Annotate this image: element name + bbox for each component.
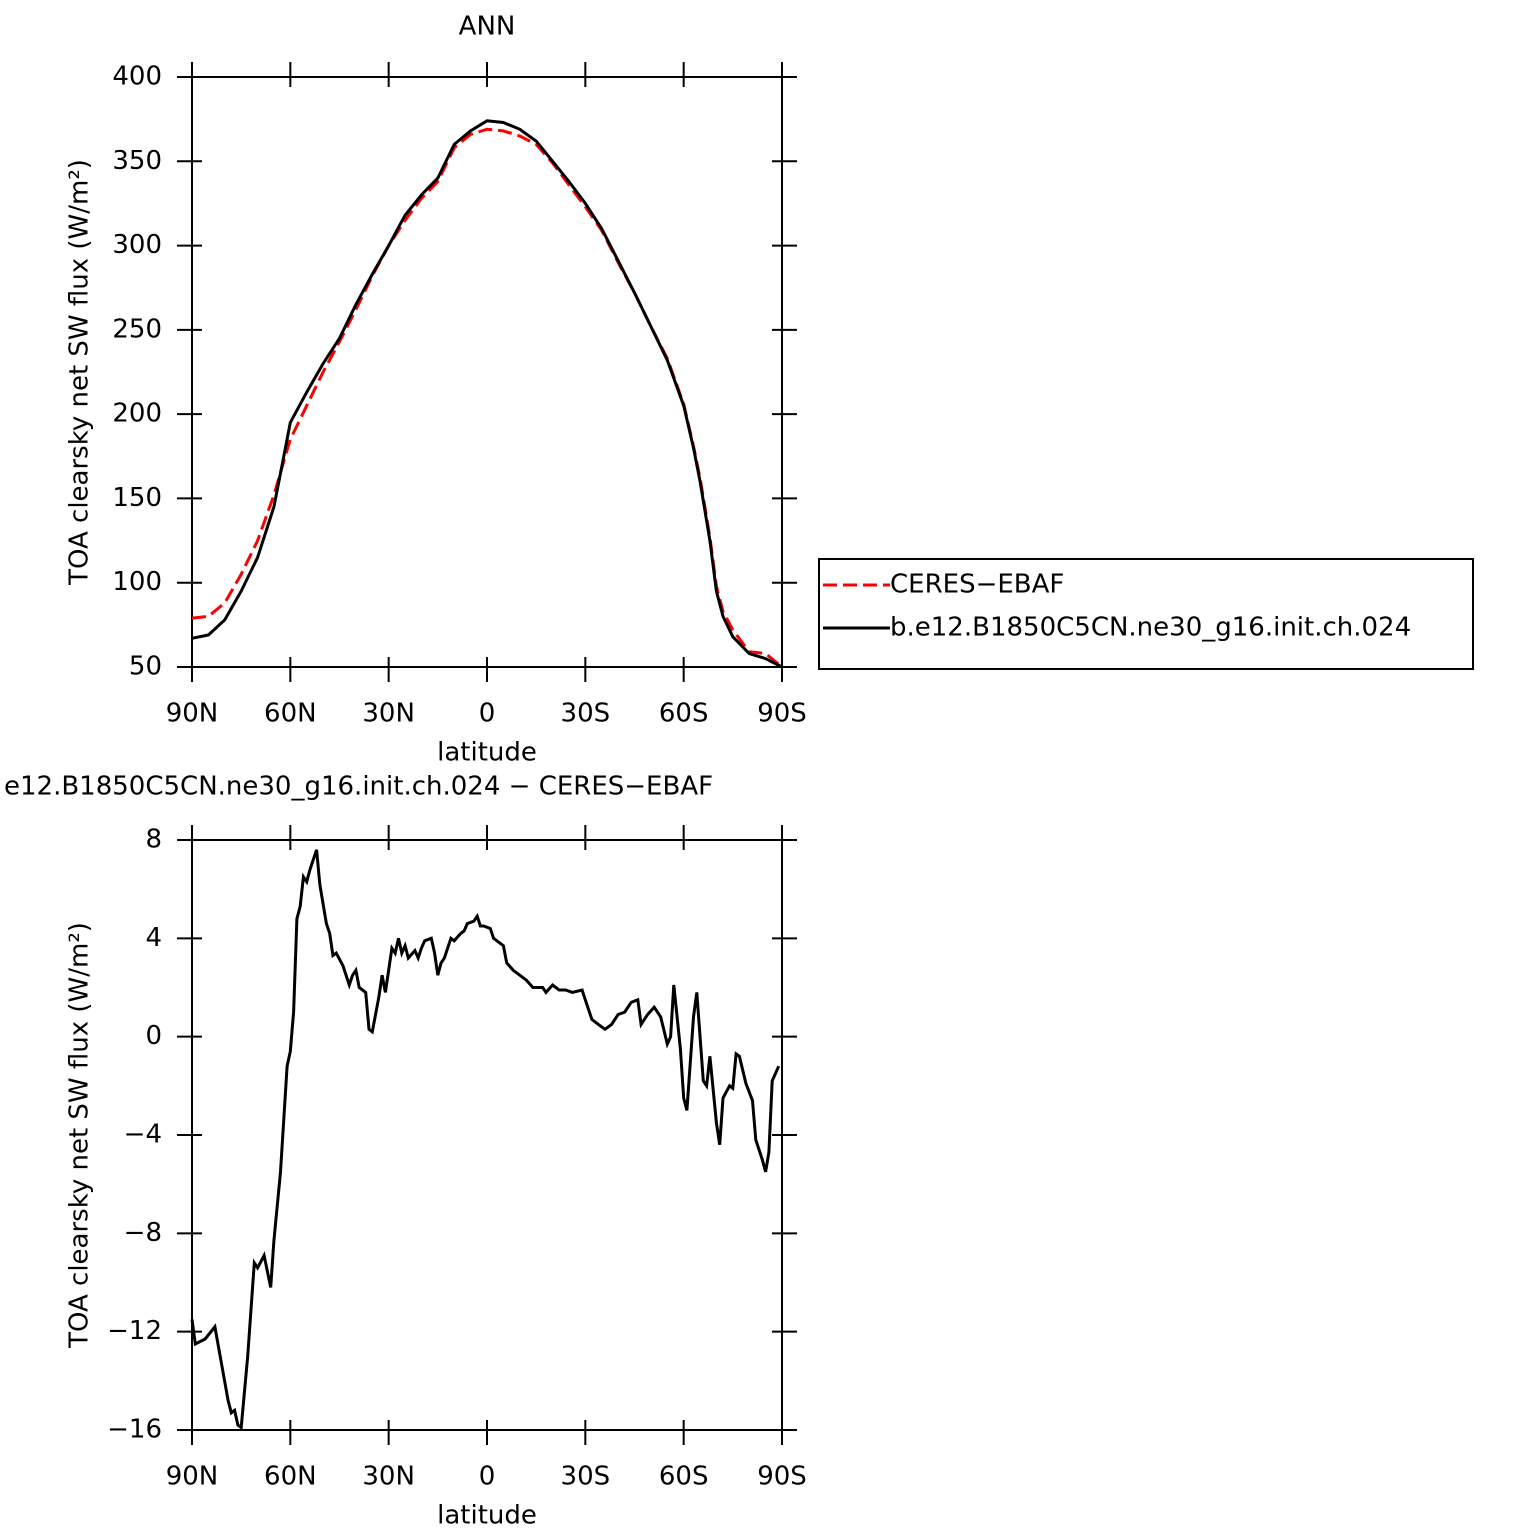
plot-frame: [191, 76, 783, 668]
x-tick-label: 90N: [166, 1462, 219, 1492]
y-axis-label: TOA clearsky net SW flux (W/m²): [65, 922, 95, 1349]
x-tick-label: 90S: [757, 1462, 807, 1492]
x-tick-label: 0: [479, 699, 496, 729]
y-tick-label: −4: [124, 1120, 162, 1150]
y-tick-label: −12: [107, 1316, 162, 1346]
y-tick-label: 8: [145, 825, 162, 855]
y-tick-label: 100: [112, 567, 162, 597]
y-tick-label: 4: [145, 923, 162, 953]
y-tick-label: 250: [112, 314, 162, 344]
legend-label: CERES−EBAF: [890, 570, 1064, 600]
chart-title: ANN: [459, 12, 516, 42]
y-tick-label: −16: [107, 1415, 162, 1445]
x-tick-label: 60S: [659, 699, 709, 729]
x-tick-label: 90N: [166, 699, 219, 729]
x-tick-label: 30S: [561, 699, 611, 729]
x-tick-label: 0: [479, 1462, 496, 1492]
x-tick-label: 30N: [362, 1462, 415, 1492]
x-tick-label: 30N: [362, 699, 415, 729]
legend-label: b.e12.B1850C5CN.ne30_g16.init.ch.024: [890, 613, 1411, 643]
chart-title: e12.B1850C5CN.ne30_g16.init.ch.024 − CER…: [4, 772, 713, 802]
y-tick-label: 50: [129, 652, 162, 682]
y-tick-label: 0: [145, 1021, 162, 1051]
y-tick-label: 300: [112, 230, 162, 260]
x-tick-label: 30S: [561, 1462, 611, 1492]
y-tick-label: 350: [112, 146, 162, 176]
data-line: [191, 119, 783, 669]
y-tick-label: 400: [112, 62, 162, 92]
x-tick-label: 60N: [264, 1462, 317, 1492]
data-line: [191, 127, 783, 669]
y-tick-label: −8: [124, 1218, 162, 1248]
y-tick-label: 150: [112, 483, 162, 513]
data-line: [190, 849, 781, 1431]
x-axis-label: latitude: [437, 738, 537, 768]
x-tick-label: 90S: [757, 699, 807, 729]
x-tick-label: 60S: [659, 1462, 709, 1492]
y-axis-label: TOA clearsky net SW flux (W/m²): [65, 159, 95, 586]
y-tick-label: 200: [112, 399, 162, 429]
x-axis-label: latitude: [437, 1501, 537, 1531]
x-tick-label: 60N: [264, 699, 317, 729]
legend-box: [818, 558, 1474, 670]
